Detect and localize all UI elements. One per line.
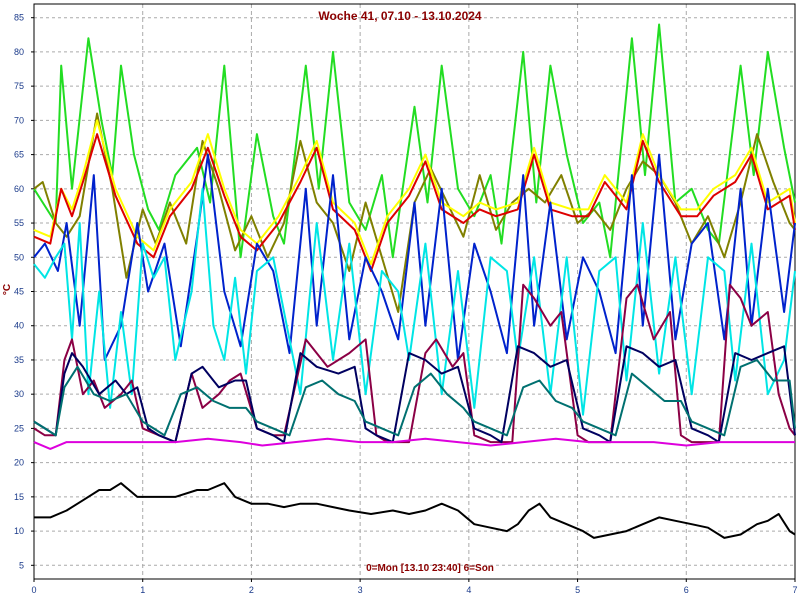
x-tick-label: 0 xyxy=(31,585,36,595)
x-tick-label: 7 xyxy=(792,585,797,595)
y-tick-label: 65 xyxy=(14,150,24,160)
y-tick-label: 75 xyxy=(14,81,24,91)
x-tick-label: 3 xyxy=(358,585,363,595)
y-tick-label: 45 xyxy=(14,287,24,297)
x-tick-label: 2 xyxy=(249,585,254,595)
series-line-9 xyxy=(33,359,796,437)
y-tick-label: 80 xyxy=(14,47,24,57)
y-tick-label: 70 xyxy=(14,115,24,125)
chart-title: Woche 41, 07.10 - 13.10.2024 xyxy=(318,9,482,23)
y-tick-label: 50 xyxy=(14,252,24,262)
series-line-3 xyxy=(33,119,796,266)
y-tick-label: 25 xyxy=(14,423,24,433)
x-tick-label: 5 xyxy=(575,585,580,595)
series-line-10 xyxy=(33,437,795,450)
y-tick-label: 15 xyxy=(14,492,24,502)
x-tick-label: 1 xyxy=(140,585,145,595)
series-line-11 xyxy=(34,482,796,539)
series-line-1 xyxy=(33,23,796,259)
y-tick-label: 35 xyxy=(14,355,24,365)
y-tick-label: 30 xyxy=(14,389,24,399)
x-tick-label: 6 xyxy=(684,585,689,595)
y-tick-label: 20 xyxy=(14,458,24,468)
series-layer xyxy=(33,23,796,539)
x-tick-label: 4 xyxy=(466,585,471,595)
y-tick-label: 55 xyxy=(14,218,24,228)
series-line-6 xyxy=(33,187,796,416)
y-tick-label: 85 xyxy=(14,13,24,23)
y-tick-label: 40 xyxy=(14,321,24,331)
series-line-8 xyxy=(33,345,796,444)
y-tick-label: 60 xyxy=(14,184,24,194)
y-tick-label: 10 xyxy=(14,526,24,536)
chart-footer: 0=Mon [13.10 23:40] 6=Son xyxy=(366,563,494,574)
axis-layer xyxy=(31,3,796,582)
y-tick-label: 5 xyxy=(19,560,24,570)
y-axis-label: °C xyxy=(2,283,14,296)
